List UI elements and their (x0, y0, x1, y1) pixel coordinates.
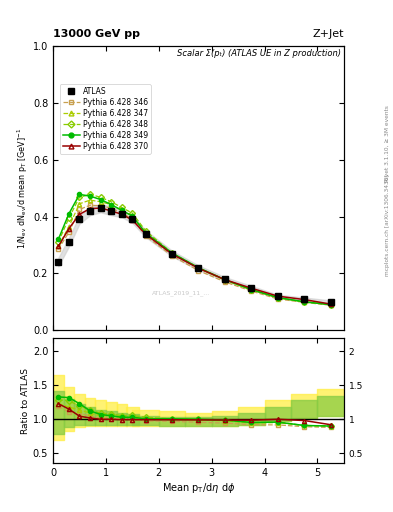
Text: Z+Jet: Z+Jet (312, 29, 344, 39)
Y-axis label: Ratio to ATLAS: Ratio to ATLAS (21, 368, 30, 434)
Text: ATLAS_2019_11_...: ATLAS_2019_11_... (152, 290, 210, 296)
Y-axis label: 1/N$_\mathregular{ev}$ dN$_\mathregular{ev}$/d mean p$_\mathregular{T}$ [GeV]$^{: 1/N$_\mathregular{ev}$ dN$_\mathregular{… (16, 127, 30, 249)
Text: Rivet 3.1.10, ≥ 3M events: Rivet 3.1.10, ≥ 3M events (385, 105, 390, 182)
X-axis label: Mean p$_\mathregular{T}$/d$\eta$ d$\phi$: Mean p$_\mathregular{T}$/d$\eta$ d$\phi$ (162, 481, 235, 495)
Legend: ATLAS, Pythia 6.428 346, Pythia 6.428 347, Pythia 6.428 348, Pythia 6.428 349, P: ATLAS, Pythia 6.428 346, Pythia 6.428 34… (60, 84, 151, 154)
Text: mcplots.cern.ch [arXiv:1306.3436]: mcplots.cern.ch [arXiv:1306.3436] (385, 175, 390, 276)
Text: Scalar Σ(pₜ) (ATLAS UE in Z production): Scalar Σ(pₜ) (ATLAS UE in Z production) (177, 49, 341, 58)
Text: 13000 GeV pp: 13000 GeV pp (53, 29, 140, 39)
